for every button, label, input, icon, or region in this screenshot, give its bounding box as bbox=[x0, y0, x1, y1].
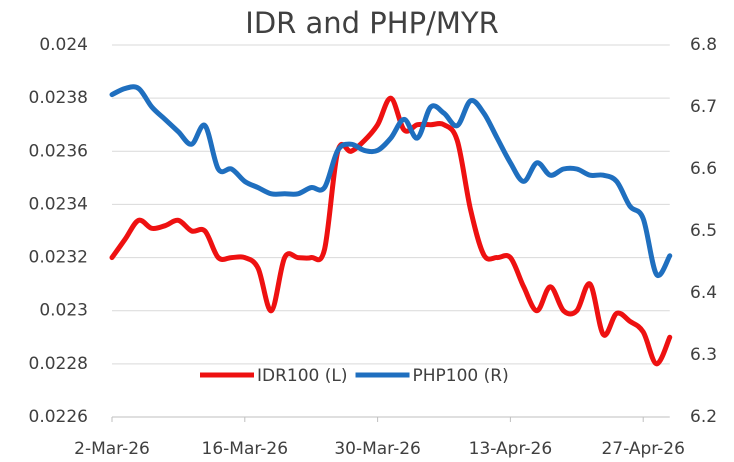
x-tick-label: 2-Mar-26 bbox=[74, 439, 150, 459]
y-tick-label: 0.0228 bbox=[29, 354, 88, 374]
y-tick-label: 0.023 bbox=[39, 301, 88, 321]
y2-tick-label: 6.5 bbox=[690, 221, 717, 241]
y2-tick-label: 6.6 bbox=[690, 159, 717, 179]
x-tick-label: 13-Apr-26 bbox=[469, 439, 552, 459]
y-tick-label: 0.0238 bbox=[29, 88, 88, 108]
y2-tick-label: 6.7 bbox=[690, 97, 717, 117]
x-tick-label: 30-Mar-26 bbox=[334, 439, 421, 459]
y-tick-label: 0.0234 bbox=[29, 194, 88, 214]
y2-tick-label: 6.4 bbox=[690, 283, 717, 303]
y2-tick-label: 6.3 bbox=[690, 345, 717, 365]
chart-title: IDR and PHP/MYR bbox=[245, 6, 498, 40]
x-tick-label: 16-Mar-26 bbox=[202, 439, 289, 459]
x-tick-label: 27-Apr-26 bbox=[601, 439, 684, 459]
legend-label: IDR100 (L) bbox=[257, 366, 348, 386]
y-tick-label: 0.024 bbox=[39, 35, 88, 55]
y-tick-label: 0.0236 bbox=[29, 141, 88, 161]
series-line bbox=[109, 95, 673, 367]
y2-tick-label: 6.8 bbox=[690, 35, 717, 55]
y2-tick-label: 6.2 bbox=[690, 407, 717, 427]
y-tick-label: 0.0226 bbox=[29, 407, 88, 427]
legend-label: PHP100 (R) bbox=[413, 366, 509, 386]
y-tick-label: 0.0232 bbox=[29, 248, 88, 268]
series-line bbox=[109, 84, 673, 279]
